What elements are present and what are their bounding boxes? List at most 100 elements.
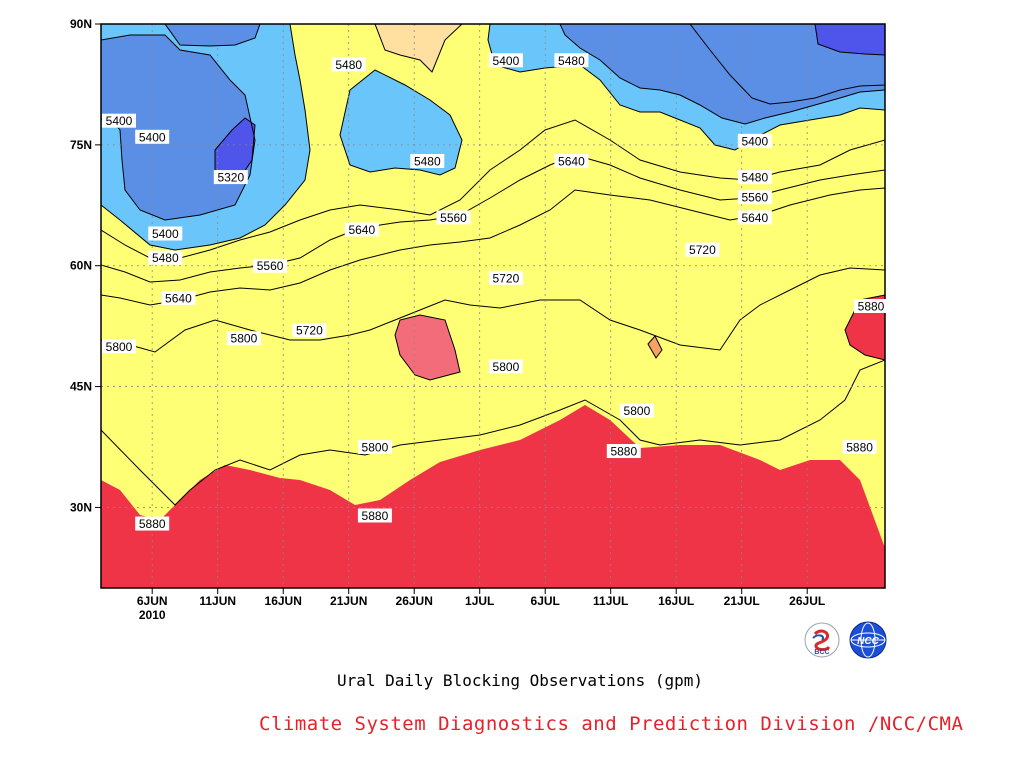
svg-text:5640: 5640 bbox=[165, 291, 192, 305]
contour-label: 5400 bbox=[148, 226, 183, 241]
svg-text:5480: 5480 bbox=[558, 54, 585, 68]
svg-text:5720: 5720 bbox=[493, 271, 520, 285]
svg-text:NCC: NCC bbox=[857, 636, 879, 647]
contour-line bbox=[101, 359, 885, 588]
fill-5480-pocket-center bbox=[340, 70, 462, 175]
svg-text:5560: 5560 bbox=[257, 259, 284, 273]
y-tick-label: 90N bbox=[70, 17, 92, 31]
contour-line bbox=[101, 24, 885, 588]
svg-text:5720: 5720 bbox=[296, 324, 323, 338]
contour-label: 5320 bbox=[213, 170, 248, 185]
svg-text:5800: 5800 bbox=[493, 360, 520, 374]
svg-text:5880: 5880 bbox=[610, 445, 637, 459]
fill-5720-pocket-south bbox=[101, 405, 885, 588]
contour-line bbox=[487, 24, 885, 151]
contour-line bbox=[339, 69, 463, 176]
svg-text:5400: 5400 bbox=[741, 134, 768, 148]
svg-text:5400: 5400 bbox=[106, 114, 133, 128]
fill-5560-pocket-north bbox=[375, 24, 462, 72]
svg-text:5480: 5480 bbox=[152, 251, 179, 265]
contour-label: 5560 bbox=[737, 190, 772, 205]
svg-text:5800: 5800 bbox=[106, 340, 133, 354]
contour-fills bbox=[101, 24, 885, 588]
svg-text:5400: 5400 bbox=[139, 130, 166, 144]
svg-text:5480: 5480 bbox=[414, 154, 441, 168]
y-tick-label: 45N bbox=[70, 380, 92, 394]
contour-line bbox=[374, 24, 463, 73]
contour-label: 5400 bbox=[102, 113, 136, 128]
contour-label: 5880 bbox=[606, 444, 641, 459]
contour-label: 5640 bbox=[737, 210, 772, 225]
contour-line bbox=[101, 187, 885, 588]
svg-text:5800: 5800 bbox=[362, 441, 389, 455]
ncc-logo: NCC bbox=[849, 621, 887, 659]
contour-line bbox=[689, 24, 885, 105]
svg-text:5640: 5640 bbox=[348, 223, 375, 237]
contour-label: 5480 bbox=[148, 250, 183, 265]
contour-label: 5880 bbox=[854, 299, 888, 314]
contour-label: 5800 bbox=[619, 403, 654, 418]
contour-label: 5560 bbox=[253, 258, 288, 273]
contour-line bbox=[101, 119, 885, 588]
x-tick-label: 16JUL bbox=[658, 594, 694, 608]
x-tick-label: 11JUL bbox=[593, 594, 628, 608]
svg-text:5480: 5480 bbox=[741, 171, 768, 185]
svg-text:5720: 5720 bbox=[689, 243, 716, 257]
svg-text:5480: 5480 bbox=[335, 58, 362, 72]
x-tick-label: 1JUL bbox=[465, 594, 494, 608]
x-tick-label: 26JUN bbox=[396, 594, 433, 608]
contour-label: 5560 bbox=[436, 210, 471, 225]
x-tick-label: 26JUL bbox=[789, 594, 825, 608]
y-tick-label: 30N bbox=[70, 500, 92, 514]
bcc-logo: BCC bbox=[804, 622, 840, 658]
contour-line bbox=[164, 24, 261, 47]
contour-label: 5400 bbox=[135, 129, 170, 144]
svg-text:5880: 5880 bbox=[362, 509, 389, 523]
svg-text:5880: 5880 bbox=[139, 517, 166, 531]
svg-text:5320: 5320 bbox=[217, 171, 244, 185]
svg-text:BCC: BCC bbox=[814, 649, 829, 656]
y-axis: 30N 45N 60N 75N 90N bbox=[70, 17, 101, 514]
x-tick-label: 6JUL bbox=[531, 594, 560, 608]
contour-label: 5880 bbox=[842, 440, 877, 455]
svg-text:5800: 5800 bbox=[624, 404, 651, 418]
contour-label: 5720 bbox=[685, 242, 720, 257]
contour-labels: 5400 5400 5320 5400 5480 5560 5640 5480 5480 5640… bbox=[102, 53, 888, 531]
x-axis: 6JUN 11JUN 16JUN 21JUN 26JUN 1JUL 6JUL 11JUL 16J… bbox=[137, 588, 825, 622]
contour-label: 5720 bbox=[488, 270, 523, 285]
svg-text:5880: 5880 bbox=[846, 441, 873, 455]
chart-credit: Climate System Diagnostics and Predictio… bbox=[259, 713, 964, 735]
fill-5320-pocket-north bbox=[165, 24, 260, 46]
contour-label: 5480 bbox=[331, 57, 366, 72]
fill-5400-strip-northeast bbox=[815, 24, 885, 55]
contour-label: 5400 bbox=[488, 53, 523, 68]
contour-label: 5640 bbox=[161, 290, 196, 305]
contour-line bbox=[101, 154, 885, 588]
contour-label: 5800 bbox=[102, 339, 136, 354]
y-tick-label: 75N bbox=[70, 138, 92, 152]
contour-lines bbox=[101, 24, 885, 588]
x-year-label: 2010 bbox=[139, 608, 166, 622]
svg-text:5400: 5400 bbox=[493, 54, 520, 68]
x-tick-label: 21JUN bbox=[330, 594, 367, 608]
contour-line bbox=[647, 335, 663, 359]
contour-label: 5720 bbox=[292, 323, 327, 338]
y-tick-label: 60N bbox=[70, 259, 92, 273]
contour-label: 5480 bbox=[554, 53, 589, 68]
contour-label: 5480 bbox=[410, 153, 445, 168]
contour-label: 5880 bbox=[135, 516, 170, 531]
contour-label: 5640 bbox=[554, 153, 589, 168]
fill-5720-pocket-center-small bbox=[648, 336, 662, 358]
contour-label: 5800 bbox=[357, 440, 392, 455]
contour-label: 5800 bbox=[488, 359, 523, 374]
chart-title: Ural Daily Blocking Observations (gpm) bbox=[336, 671, 704, 690]
contour-label: 5480 bbox=[737, 170, 772, 185]
svg-text:5880: 5880 bbox=[858, 300, 885, 314]
svg-text:5640: 5640 bbox=[558, 154, 585, 168]
contour-label: 5880 bbox=[357, 508, 392, 523]
fill-5720-pocket-center bbox=[395, 315, 460, 380]
contour-label: 5800 bbox=[226, 331, 261, 346]
svg-text:5560: 5560 bbox=[440, 211, 467, 225]
x-tick-label: 21JUL bbox=[724, 594, 760, 608]
